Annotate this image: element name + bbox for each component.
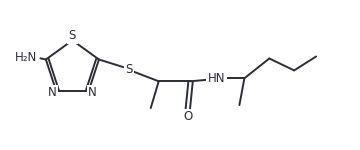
Text: S: S <box>69 29 76 42</box>
Text: N: N <box>88 86 97 99</box>
Text: HN: HN <box>208 72 225 85</box>
Text: H₂N: H₂N <box>15 51 37 64</box>
Text: N: N <box>48 86 57 99</box>
Text: O: O <box>183 110 192 123</box>
Text: S: S <box>125 63 132 76</box>
